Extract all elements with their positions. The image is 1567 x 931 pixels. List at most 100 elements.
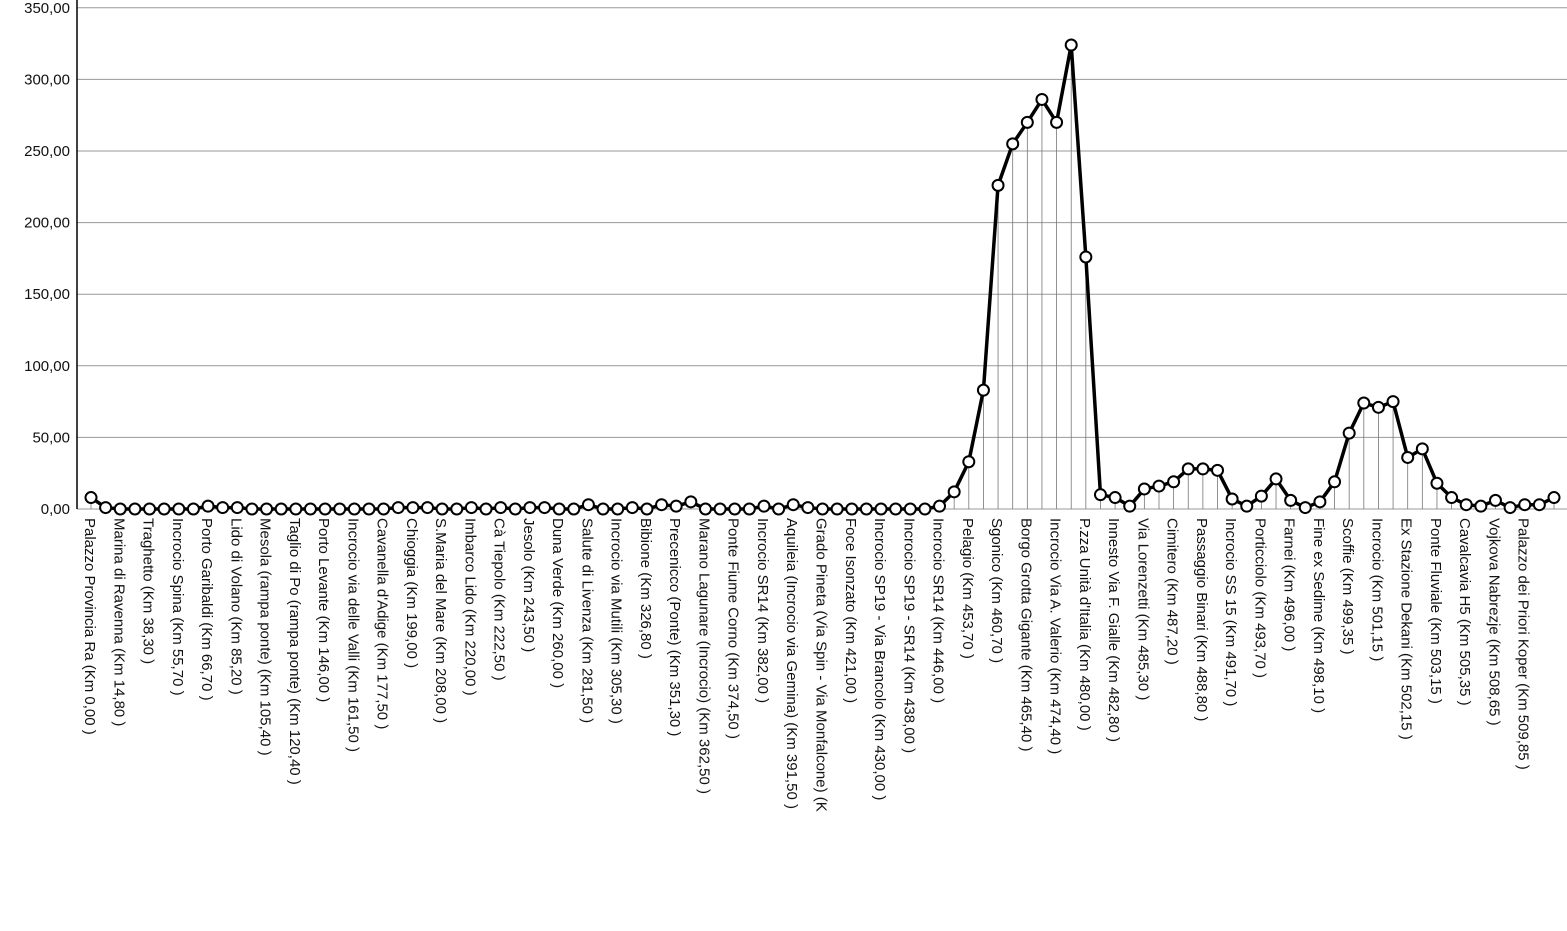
data-point: [538, 501, 552, 515]
x-tick-label: Borgo Grotta Gigante (Km 465,40 ): [1017, 518, 1034, 751]
data-point: [1225, 492, 1239, 506]
x-tick-label: Aquileia (Incrocio via Gemina) (Km 391,5…: [783, 518, 800, 809]
data-point: [596, 502, 610, 516]
data-point: [1430, 476, 1444, 490]
data-point: [845, 502, 859, 516]
data-point: [464, 501, 478, 515]
x-tick-label: P.zza Unità d'Italia (Km 480,00 ): [1076, 518, 1093, 731]
data-point: [362, 502, 376, 516]
data-point: [318, 502, 332, 516]
x-tick-label: Palazzo dei Priori Koper (Km 509,85 ): [1515, 518, 1532, 770]
x-tick-label: Incrocio SS 15 (Km 491,70 ): [1222, 518, 1239, 706]
data-point: [698, 502, 712, 516]
x-tick-label: Duna Verde (Km 260,00 ): [549, 518, 566, 688]
data-point: [289, 502, 303, 516]
data-point: [786, 498, 800, 512]
data-point: [406, 501, 420, 515]
data-point: [581, 498, 595, 512]
x-tick-label: Fine ex Sedime (Km 498,10 ): [1310, 518, 1327, 713]
data-point: [113, 502, 127, 516]
grid-lines: [77, 7, 1567, 510]
data-point: [1357, 396, 1371, 410]
y-tick-label: 250,00: [24, 143, 70, 160]
data-point: [1371, 400, 1385, 414]
x-tick-label: Sgonico (Km 460,70 ): [988, 518, 1005, 663]
x-tick-label: Via Lorenzetti (Km 485,30 ): [1134, 518, 1151, 700]
data-point: [391, 501, 405, 515]
data-point: [962, 455, 976, 469]
data-point: [508, 502, 522, 516]
data-point: [1298, 501, 1312, 515]
x-tick-label: Incrocio SR14 (Km 382,00 ): [754, 518, 771, 703]
data-point: [1342, 426, 1356, 440]
x-tick-label: Pelagio (Km 453,70 ): [959, 518, 976, 659]
data-point: [1415, 442, 1429, 456]
series-line: [90, 43, 1555, 511]
data-point: [567, 502, 581, 516]
x-tick-label: Scoffie (Km 499,35 ): [1339, 518, 1356, 654]
x-tick-label: Mesola (rampa ponte) (Km 105,40 ): [257, 518, 274, 756]
data-point: [1532, 498, 1546, 512]
point-markers: [84, 38, 1561, 516]
x-tick-label: Cà Tiepolo (Km 222,50 ): [491, 518, 508, 681]
data-point: [1328, 475, 1342, 489]
data-point: [216, 501, 230, 515]
x-tick-label: Chioggia (Km 199,00 ): [403, 518, 420, 668]
x-tick-label: Innesto Via F. Gialle (Km 482,80 ): [1105, 518, 1122, 742]
data-point: [1313, 495, 1327, 509]
data-point: [450, 502, 464, 516]
data-point: [903, 502, 917, 516]
data-point: [816, 502, 829, 516]
data-point: [523, 501, 537, 515]
data-point: [1167, 475, 1181, 489]
data-point: [859, 502, 873, 516]
data-point: [1137, 482, 1151, 496]
data-point: [757, 499, 771, 513]
x-tick-label: Incrocio SP19 - SR14 (Km 438,00 ): [900, 518, 917, 753]
x-tick-label: Imbarco Lido (Km 220,00 ): [461, 518, 478, 696]
data-point: [1445, 491, 1459, 505]
x-tick-label: Marano Lagunare (Incrocio) (Km 362,50 ): [695, 518, 712, 794]
x-tick-label: Passaggio Binari (Km 488,80 ): [1193, 518, 1210, 721]
data-point: [128, 502, 142, 516]
data-point: [1020, 115, 1034, 129]
x-tick-label: Jesolo (Km 243,50 ): [520, 518, 537, 652]
data-point: [1386, 395, 1400, 409]
data-point: [1050, 115, 1064, 129]
data-point: [611, 502, 625, 516]
data-point: [274, 502, 288, 516]
data-point: [1269, 472, 1283, 486]
data-point: [230, 501, 244, 515]
data-point: [1108, 491, 1122, 505]
data-point: [201, 499, 215, 513]
x-tick-label: Palazzo Provincia Ra (Km 0,00 ): [81, 518, 98, 735]
y-tick-label: 100,00: [24, 358, 70, 375]
data-point: [947, 485, 961, 499]
data-point: [1488, 493, 1502, 507]
data-point: [684, 495, 698, 509]
data-point: [1254, 489, 1268, 503]
data-point: [801, 501, 815, 515]
x-tick-label: Incrocio Spina (Km 55,70 ): [169, 518, 186, 696]
x-tick-label: Incrocio Via A. Valerio (Km 474,40 ): [1047, 518, 1064, 754]
data-point: [874, 502, 888, 516]
series-layer: [90, 43, 1555, 511]
data-point: [303, 502, 317, 516]
data-point: [933, 499, 947, 513]
data-point: [1518, 498, 1532, 512]
data-point: [1547, 491, 1561, 505]
data-point: [1459, 498, 1473, 512]
data-point: [552, 502, 566, 516]
x-tick-label: Farnei (Km 496,00 ): [1281, 518, 1298, 651]
x-tick-label: Foce Isonzato (Km 421,00 ): [842, 518, 859, 703]
data-point: [1079, 250, 1093, 264]
data-point: [143, 502, 157, 516]
y-tick-label: 150,00: [24, 286, 70, 303]
x-tick-label: Lido di Volano (Km 85,20 ): [227, 518, 244, 695]
data-point: [1284, 493, 1298, 507]
data-point: [625, 501, 639, 515]
data-point: [1181, 462, 1195, 476]
x-tick-label: Incrocio via Mutili (Km 305,30 ): [608, 518, 625, 724]
x-tick-label: Marina di Ravenna (Km 14,80 ): [110, 518, 127, 726]
data-point: [1035, 92, 1049, 106]
